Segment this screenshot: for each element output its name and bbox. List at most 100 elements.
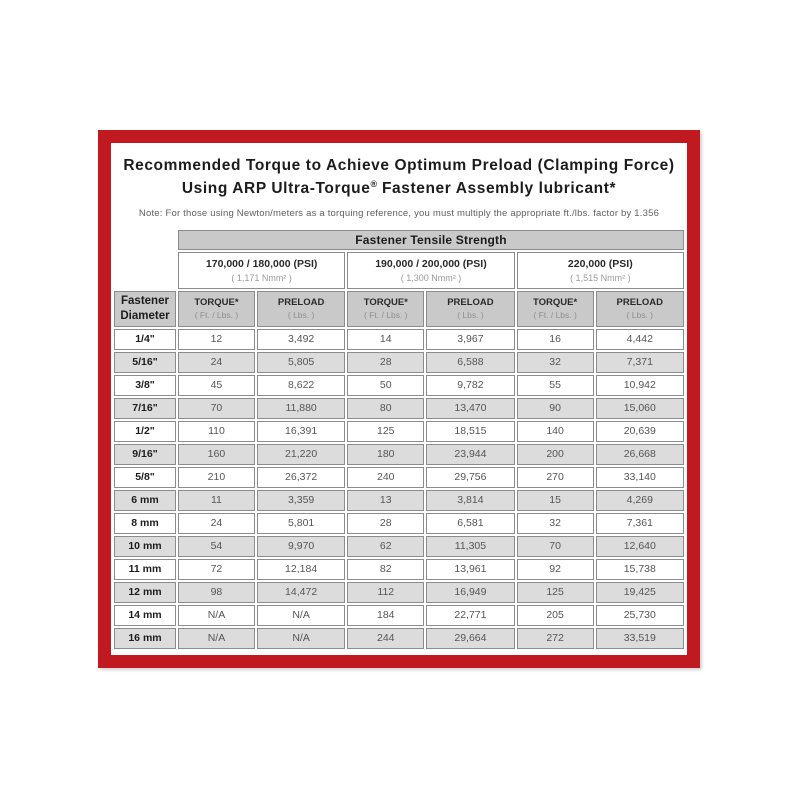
torque-value-cell: 200 (516, 443, 594, 465)
torque-value-cell: 112 (347, 581, 425, 603)
torque-value-cell: 24 (177, 512, 255, 534)
preload-value-cell: 26,668 (595, 443, 684, 465)
table-body: 1/4" 12 3,492 14 3,967 16 4,442 5/16" 24 5,805 28 6… (114, 328, 684, 649)
preload-value-cell: 12,640 (595, 535, 684, 557)
nmm2-label: ( 1,515 Nmm² ) (570, 272, 631, 283)
table-row: 1/2" 110 16,391 125 18,515 140 20,639 (114, 420, 684, 442)
torque-value-cell: 140 (516, 420, 594, 442)
preload-value-cell: 29,664 (426, 627, 515, 649)
torque-value-cell: 16 (516, 328, 594, 350)
preload-value-cell: 7,361 (595, 512, 684, 534)
torque-value-cell: 110 (177, 420, 255, 442)
torque-value-cell: 210 (177, 466, 255, 488)
preload-value-cell: 6,581 (426, 512, 515, 534)
preload-column-header: PRELOAD ( Lbs. ) (426, 290, 515, 327)
table-row: 6 mm 11 3,359 13 3,814 15 4,269 (114, 489, 684, 511)
torque-value-cell: 240 (347, 466, 425, 488)
preload-value-cell: 7,371 (595, 351, 684, 373)
preload-column-header: PRELOAD ( Lbs. ) (256, 290, 346, 327)
table-row: 14 mm N/A N/A 184 22,771 205 25,730 (114, 604, 684, 626)
preload-value-cell: 16,391 (256, 420, 346, 442)
preload-value-cell: 22,771 (426, 604, 515, 626)
preload-value-cell: 12,184 (256, 558, 346, 580)
diameter-cell: 6 mm (114, 489, 176, 511)
psi-group-170-180: 170,000 / 180,000 (PSI) ( 1,171 Nmm² ) (177, 251, 346, 289)
preload-value-cell: 25,730 (595, 604, 684, 626)
diameter-cell: 12 mm (114, 581, 176, 603)
table-row: 16 mm N/A N/A 244 29,664 272 33,519 (114, 627, 684, 649)
torque-value-cell: 32 (516, 351, 594, 373)
preload-value-cell: 33,519 (595, 627, 684, 649)
preload-value-cell: 23,944 (426, 443, 515, 465)
preload-value-cell: 9,782 (426, 374, 515, 396)
table-row: 1/4" 12 3,492 14 3,967 16 4,442 (114, 328, 684, 350)
red-border-frame: Recommended Torque to Achieve Optimum Pr… (98, 130, 700, 668)
preload-value-cell: 9,970 (256, 535, 346, 557)
torque-value-cell: 270 (516, 466, 594, 488)
torque-value-cell: 54 (177, 535, 255, 557)
psi-label: 190,000 / 200,000 (PSI) (375, 257, 487, 270)
page-title: Recommended Torque to Achieve Optimum Pr… (112, 154, 686, 201)
torque-value-cell: 80 (347, 397, 425, 419)
torque-value-cell: 90 (516, 397, 594, 419)
preload-value-cell: 13,470 (426, 397, 515, 419)
registered-trademark-symbol: ® (370, 179, 378, 190)
torque-value-cell: 11 (177, 489, 255, 511)
torque-value-cell: 24 (177, 351, 255, 373)
torque-value-cell: 15 (516, 489, 594, 511)
diameter-cell: 10 mm (114, 535, 176, 557)
torque-value-cell: 160 (177, 443, 255, 465)
nmm2-label: ( 1,171 Nmm² ) (231, 272, 292, 283)
psi-group-220: 220,000 (PSI) ( 1,515 Nmm² ) (516, 251, 684, 289)
torque-value-cell: 55 (516, 374, 594, 396)
table-row: 11 mm 72 12,184 82 13,961 92 15,738 (114, 558, 684, 580)
preload-value-cell: 3,814 (426, 489, 515, 511)
diameter-cell: 3/8" (114, 374, 176, 396)
diameter-cell: 1/2" (114, 420, 176, 442)
torque-value-cell: 62 (347, 535, 425, 557)
torque-value-cell: N/A (177, 627, 255, 649)
preload-value-cell: 19,425 (595, 581, 684, 603)
tensile-strength-band-row: Fastener Tensile Strength (114, 229, 684, 250)
title-line1: Recommended Torque to Achieve Optimum Pr… (123, 157, 675, 174)
tensile-strength-header: Fastener Tensile Strength (177, 229, 684, 250)
blank-corner-cell (114, 230, 176, 250)
torque-value-cell: 92 (516, 558, 594, 580)
preload-value-cell: 13,961 (426, 558, 515, 580)
psi-label: 170,000 / 180,000 (PSI) (205, 257, 318, 270)
torque-value-cell: 244 (347, 627, 425, 649)
diameter-cell: 7/16" (114, 397, 176, 419)
torque-value-cell: 28 (347, 351, 425, 373)
preload-column-header: PRELOAD ( Lbs. ) (595, 290, 684, 327)
preload-value-cell: 15,738 (595, 558, 684, 580)
diameter-cell: 8 mm (114, 512, 176, 534)
column-header-row: Fastener Diameter TORQUE* ( Ft. / Lbs. )… (114, 290, 684, 327)
table-row: 5/16" 24 5,805 28 6,588 32 7,371 (114, 351, 684, 373)
table-row: 12 mm 98 14,472 112 16,949 125 19,425 (114, 581, 684, 603)
diameter-cell: 11 mm (114, 558, 176, 580)
nmm2-label: ( 1,300 Nmm² ) (400, 272, 462, 283)
torque-spec-table: Fastener Tensile Strength 170,000 / 180,… (112, 228, 686, 651)
table-row: 7/16" 70 11,880 80 13,470 90 15,060 (114, 397, 684, 419)
torque-value-cell: 82 (347, 558, 425, 580)
preload-value-cell: 3,967 (426, 328, 515, 350)
psi-label: 220,000 (PSI) (567, 257, 633, 270)
torque-column-header: TORQUE* ( Ft. / Lbs. ) (516, 290, 594, 327)
blank-corner-cell (114, 251, 176, 289)
diameter-cell: 1/4" (114, 328, 176, 350)
psi-group-row: 170,000 / 180,000 (PSI) ( 1,171 Nmm² ) 1… (114, 251, 684, 289)
psi-group-190-200: 190,000 / 200,000 (PSI) ( 1,300 Nmm² ) (347, 251, 515, 289)
preload-value-cell: 14,472 (256, 581, 346, 603)
table-row: 9/16" 160 21,220 180 23,944 200 26,668 (114, 443, 684, 465)
preload-value-cell: 33,140 (595, 466, 684, 488)
preload-value-cell: 4,442 (595, 328, 684, 350)
torque-value-cell: 272 (516, 627, 594, 649)
preload-value-cell: 4,269 (595, 489, 684, 511)
preload-value-cell: 5,805 (256, 351, 346, 373)
torque-value-cell: 98 (177, 581, 255, 603)
torque-value-cell: 70 (516, 535, 594, 557)
preload-value-cell: 10,942 (595, 374, 684, 396)
preload-value-cell: N/A (256, 604, 346, 626)
torque-value-cell: 72 (177, 558, 255, 580)
torque-value-cell: 50 (347, 374, 425, 396)
